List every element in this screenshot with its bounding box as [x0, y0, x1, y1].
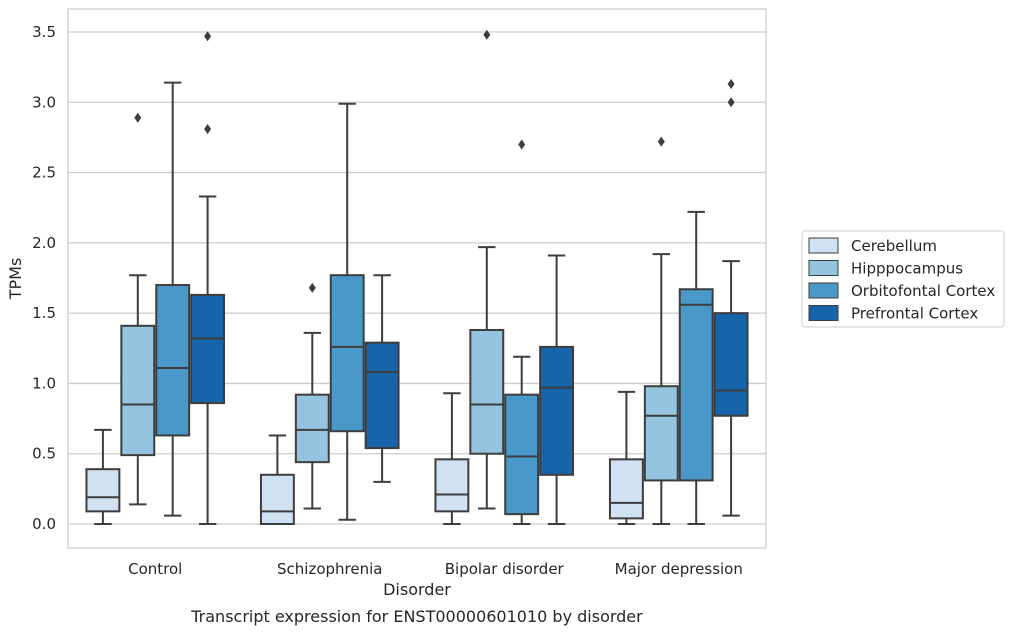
- x-tick-label: Control: [128, 560, 182, 578]
- y-tick-label: 3.0: [32, 93, 56, 111]
- y-tick-label: 0.5: [32, 445, 56, 463]
- box-rect: [364, 341, 400, 450]
- box-2-2: [504, 139, 540, 525]
- box-rect: [678, 288, 714, 482]
- box-3-2: [539, 254, 575, 525]
- outlier-point: [134, 112, 142, 123]
- legend-frame: [801, 230, 1005, 328]
- box-rect: [329, 274, 365, 433]
- legend-label: Orbitofontal Cortex: [851, 282, 995, 300]
- x-tick-label: Major depression: [615, 560, 743, 578]
- box-3-1: [364, 274, 400, 483]
- x-tick-label: Bipolar disorder: [445, 560, 565, 578]
- x-axis-label: Disorder: [383, 580, 451, 599]
- legend-swatch: [808, 305, 839, 321]
- box-1-2: [469, 29, 505, 510]
- box-rect: [504, 393, 540, 516]
- y-axis-label: TPMs: [6, 258, 25, 301]
- box-rect: [608, 458, 644, 520]
- outlier-point: [657, 136, 665, 147]
- outlier-point: [727, 79, 735, 90]
- boxes: [85, 29, 749, 525]
- box-1-3: [643, 136, 679, 525]
- legend: Cerebellum Hipppocampus Orbitofontal Corte…: [801, 230, 1005, 328]
- box-rect: [190, 293, 226, 405]
- box-0-1: [259, 434, 295, 525]
- legend-label: Cerebellum: [851, 237, 937, 255]
- y-tick-label: 2.0: [32, 234, 56, 252]
- box-3-0: [190, 31, 226, 525]
- outlier-point: [204, 123, 212, 134]
- box-rect: [85, 468, 121, 513]
- box-3-3: [713, 79, 749, 517]
- outlier-point: [308, 282, 316, 293]
- box-1-1: [294, 282, 330, 510]
- box-rect: [155, 284, 191, 437]
- outlier-point: [518, 139, 526, 150]
- outlier-point: [727, 97, 735, 108]
- box-rect: [539, 345, 575, 476]
- box-rect: [713, 312, 749, 417]
- y-tick-label: 2.5: [32, 164, 56, 182]
- box-rect: [259, 473, 295, 525]
- box-rect: [120, 324, 156, 457]
- legend-swatch: [808, 260, 839, 276]
- box-rect: [469, 329, 505, 455]
- box-rect: [434, 458, 470, 513]
- box-0-2: [434, 392, 470, 525]
- box-0-0: [85, 428, 121, 525]
- legend-swatch: [808, 282, 839, 299]
- chart-title: Transcript expression for ENST0000060101…: [190, 607, 643, 626]
- y-tick-label: 1.0: [32, 374, 56, 392]
- legend-label: Prefrontal Cortex: [851, 305, 978, 323]
- y-tick-label: 1.5: [32, 304, 56, 322]
- outlier-point: [204, 31, 212, 42]
- box-1-0: [120, 112, 156, 506]
- y-tick-label: 0.0: [32, 515, 56, 533]
- box-rect: [643, 385, 679, 482]
- box-2-0: [155, 81, 191, 517]
- legend-label: Hipppocampus: [851, 260, 963, 278]
- box-rect: [294, 393, 330, 464]
- y-axis-ticks: 0.0 0.5 1.0 1.5 2.0 2.5 3.0 3.5: [32, 23, 56, 533]
- y-tick-label: 3.5: [32, 23, 56, 41]
- x-tick-label: Schizophrenia: [277, 560, 382, 578]
- legend-swatch: [808, 237, 839, 254]
- box-2-1: [329, 102, 365, 521]
- plot-frame: [67, 8, 767, 549]
- x-axis-ticks: Control Schizophrenia Bipolar disorder Majo…: [128, 560, 743, 578]
- outlier-point: [483, 29, 491, 40]
- box-0-3: [608, 390, 644, 525]
- box-2-3: [678, 210, 714, 525]
